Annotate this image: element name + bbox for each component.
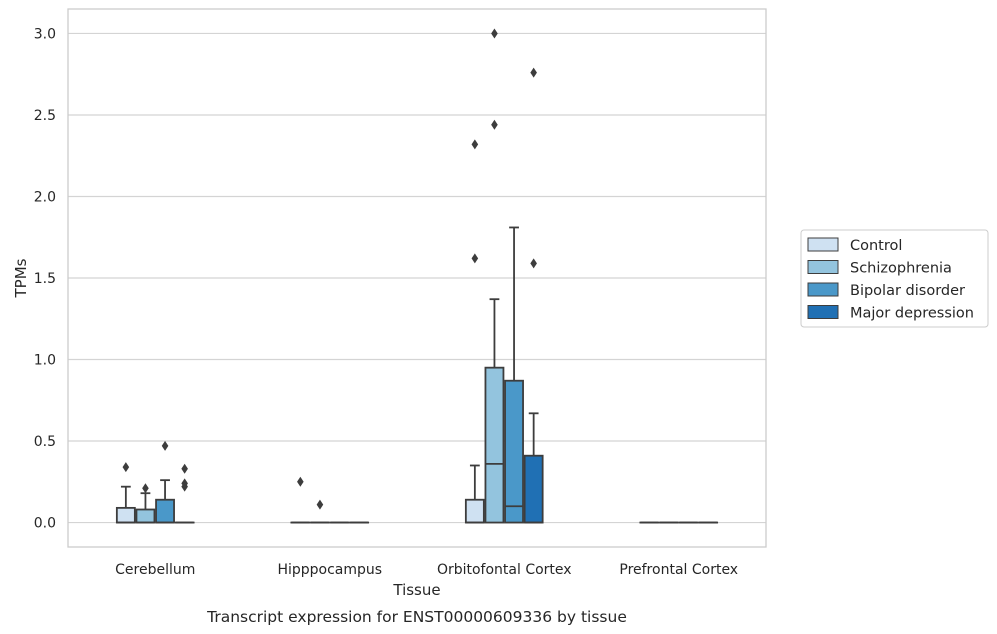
x-tick-label: Orbitofontal Cortex [437, 562, 572, 578]
y-tick-label: 2.0 [34, 189, 56, 205]
series-group [174, 67, 719, 524]
box [523, 454, 544, 524]
outlier-point [142, 483, 149, 494]
box-group [155, 440, 175, 524]
y-tick-label: 0.0 [34, 516, 56, 532]
box [504, 379, 524, 524]
outlier-point [181, 478, 188, 489]
outlier-point [471, 253, 479, 264]
box-plot-series [115, 28, 719, 524]
box [464, 498, 485, 524]
box [115, 506, 136, 524]
series-group [135, 28, 679, 524]
box-group [464, 139, 485, 524]
legend-item: Control [807, 237, 902, 254]
box-group [484, 28, 505, 524]
box-group [523, 67, 544, 524]
legend-label: Control [850, 238, 902, 254]
x-axis-title: Tissue [392, 581, 440, 599]
series-group [115, 139, 660, 524]
box-group [504, 226, 524, 524]
y-tick-labels: 0.0 0.5 1.0 1.5 2.0 2.5 3.0 [34, 26, 56, 531]
legend-item: Schizophrenia [807, 260, 952, 277]
y-tick-label: 0.5 [34, 434, 56, 450]
legend-label: Major depression [850, 306, 974, 322]
outlier-point [181, 463, 188, 474]
y-tick-label: 1.0 [34, 353, 56, 369]
x-tick-label: Cerebellum [115, 562, 195, 578]
box-group [135, 483, 156, 524]
x-tick-labels: Cerebellum Hipppocampus Orbitofontal Corte… [115, 562, 738, 578]
grid-lines [68, 32, 766, 524]
outlier-point [316, 499, 324, 510]
legend-item: Bipolar disorder [807, 282, 965, 299]
outlier-point [530, 67, 537, 78]
y-tick-label: 1.5 [34, 271, 56, 287]
x-tick-label: Hipppocampus [277, 562, 382, 578]
legend-swatch [807, 260, 839, 274]
outlier-point [530, 258, 537, 269]
y-tick-label: 3.0 [34, 26, 56, 42]
legend-label: Bipolar disorder [850, 283, 965, 299]
box [135, 508, 156, 524]
y-tick-label: 2.5 [34, 108, 56, 124]
series-group [155, 226, 699, 524]
legend: Control Schizophrenia Bipolar disorder Majo… [800, 229, 989, 328]
box-group [310, 499, 330, 524]
outlier-point [161, 440, 169, 451]
legend-item: Major depression [807, 305, 974, 322]
box-group [290, 476, 311, 524]
plot-area-frame [67, 8, 767, 548]
y-axis-title: TPMs [12, 258, 30, 298]
legend-frame [800, 229, 989, 328]
box-group [115, 462, 136, 524]
outlier-point [297, 476, 304, 487]
legend-swatch [807, 305, 839, 319]
outlier-point [491, 119, 498, 130]
outlier-point [491, 28, 498, 39]
x-tick-label: Prefrontal Cortex [619, 562, 738, 578]
box [484, 366, 505, 524]
legend-label: Schizophrenia [850, 261, 952, 277]
outlier-point [122, 462, 130, 473]
chart-caption: Transcript expression for ENST0000060933… [206, 608, 627, 626]
legend-swatch [807, 282, 839, 297]
legend-swatch [807, 237, 839, 252]
outlier-point [471, 139, 479, 150]
box-group [174, 463, 195, 524]
box [155, 498, 175, 524]
